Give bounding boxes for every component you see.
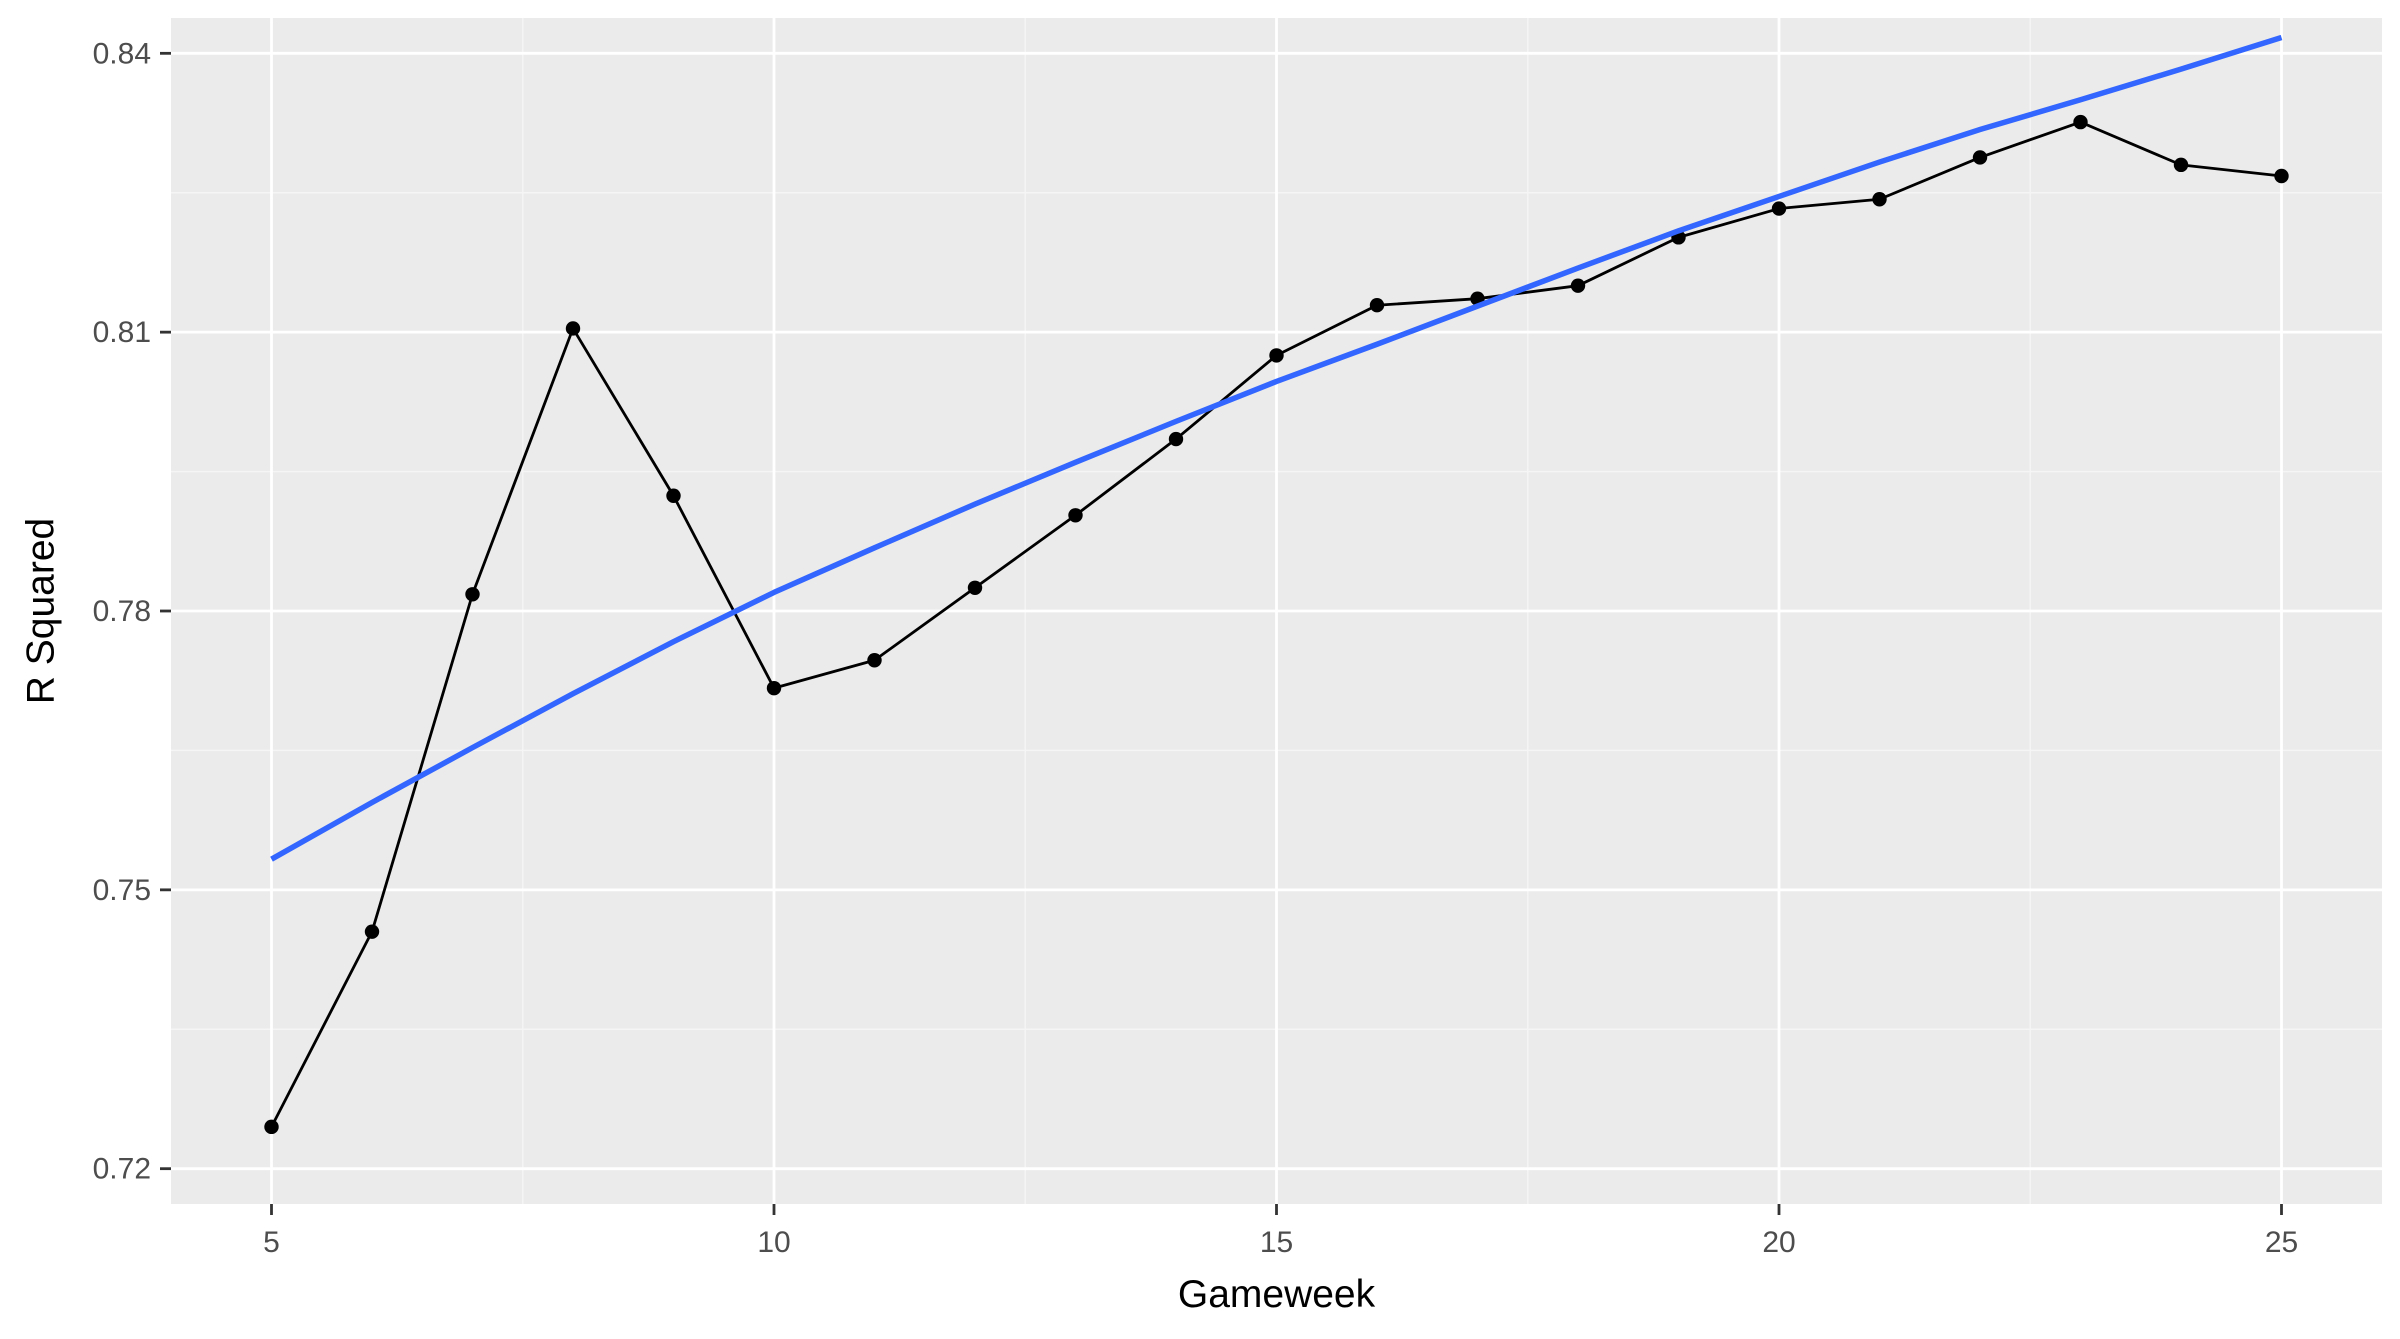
data-point [1168,431,1184,447]
data-point [2173,157,2189,173]
y-tick-label: 0.72 [93,1153,151,1186]
data-point [364,924,380,939]
data-point [967,580,983,595]
data-point [766,680,782,696]
axis-ticks [160,51,2283,1215]
axis-tick-labels: 5 10 15 20 25 0.72 0.75 0.78 0.81 0.84 [93,37,2299,1259]
series-layer [264,34,2289,1135]
x-tick-label: 5 [263,1226,280,1259]
data-point [1872,192,1887,207]
data-point [2274,168,2289,184]
smooth-trend-line [270,34,2283,862]
data-point [2073,114,2088,130]
y-tick-label: 0.84 [93,37,151,70]
data-point [1972,150,1988,165]
x-tick-label: 15 [1260,1226,1293,1259]
y-axis-title: R Squared [20,518,63,704]
data-point [1068,508,1083,523]
x-tick-label: 10 [757,1226,790,1259]
x-tick-label: 25 [2265,1226,2298,1259]
y-tick-label: 0.75 [93,874,151,907]
major-gridlines [171,18,2382,1204]
data-point [867,653,882,668]
data-point [1369,298,1385,313]
x-tick-label: 20 [1762,1226,1795,1259]
data-point [465,587,480,602]
x-axis-title: Gameweek [1178,1273,1376,1316]
data-point [1269,348,1284,363]
data-point [565,321,581,336]
y-tick-label: 0.81 [93,316,151,349]
data-point [264,1119,279,1135]
data-point [1771,201,1787,216]
data-point [1570,278,1586,293]
y-tick-label: 0.78 [93,595,151,628]
data-point [666,488,681,503]
